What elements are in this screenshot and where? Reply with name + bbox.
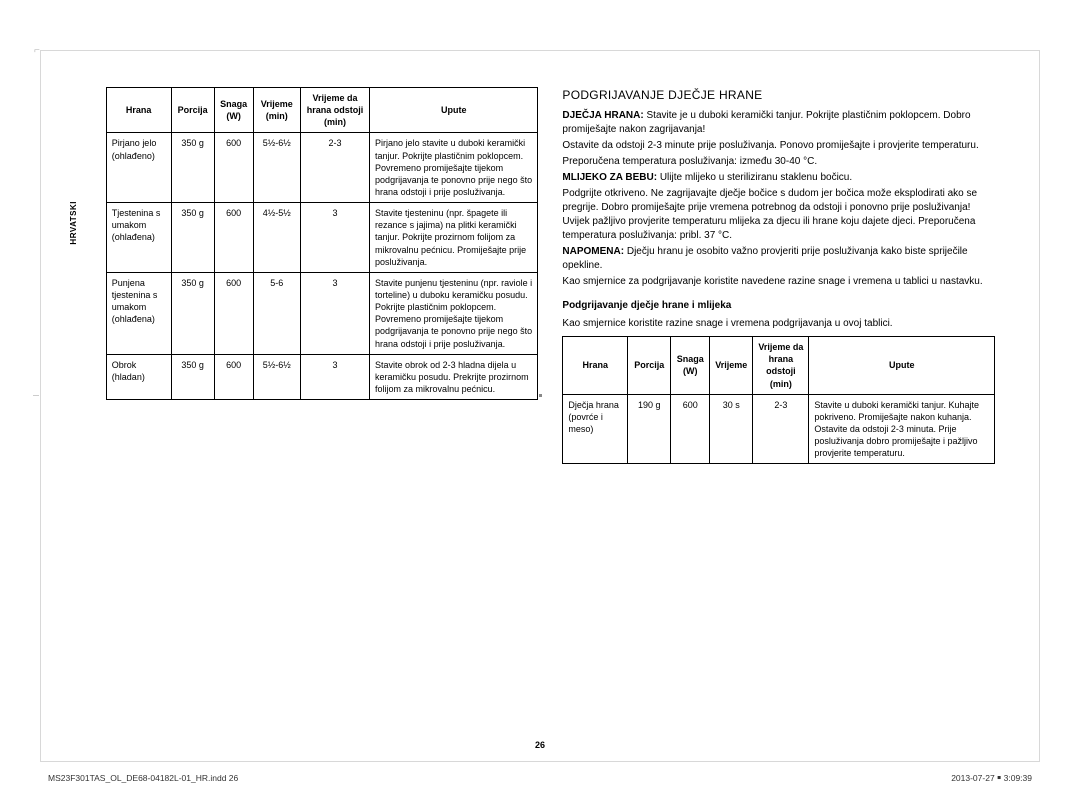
cell-vrijeme: 30 s: [710, 394, 753, 464]
paragraph: Ostavite da odstoji 2-3 minute prije pos…: [562, 139, 995, 153]
cell-upute: Stavite punjenu tjesteninu (npr. raviole…: [370, 272, 538, 354]
paragraph: MLIJEKO ZA BEBU: Ulijte mlijeko u steril…: [562, 171, 995, 185]
cell-odstoji: 2-3: [301, 133, 370, 203]
table-row: Obrok (hladan)350 g6005½-6½3Stavite obro…: [106, 354, 538, 399]
content-columns: HRVATSKI Hrana Porcija Snaga (W) Vrijeme…: [41, 51, 1039, 729]
paragraph-text: Kao smjernice za podgrijavanje koristite…: [562, 276, 982, 287]
paragraph-text: Dječju hranu je osobito važno provjeriti…: [562, 246, 967, 271]
table-row: Dječja hrana (povrće i meso)190 g60030 s…: [563, 394, 995, 464]
language-tab: HRVATSKI: [67, 197, 82, 249]
col-vrijeme: Vrijeme (min): [253, 88, 300, 133]
paragraph-lead: DJEČJA HRANA:: [562, 110, 643, 121]
cell-snaga: 600: [214, 272, 253, 354]
table-header-row: Hrana Porcija Snaga (W) Vrijeme (min) Vr…: [106, 88, 538, 133]
right-column: PODGRIJAVANJE DJEČJE HRANE DJEČJA HRANA:…: [562, 87, 995, 729]
table-row: Pirjano jelo (ohlađeno)350 g6005½-6½2-3P…: [106, 133, 538, 203]
section-heading: PODGRIJAVANJE DJEČJE HRANE: [562, 87, 995, 103]
col-hrana: Hrana: [106, 88, 171, 133]
cell-hrana: Pirjano jelo (ohlađeno): [106, 133, 171, 203]
paragraph-text: Preporučena temperatura posluživanja: iz…: [562, 156, 817, 167]
paragraph: NAPOMENA: Dječju hranu je osobito važno …: [562, 245, 995, 273]
footer-file: MS23F301TAS_OL_DE68-04182L-01_HR.indd 26: [48, 773, 238, 784]
trim-mark: [33, 395, 39, 396]
paragraph-text: Ulijte mlijeko u steriliziranu staklenu …: [657, 172, 852, 183]
paragraph-lead: NAPOMENA:: [562, 246, 624, 257]
cell-upute: Stavite u duboki keramički tanjur. Kuhaj…: [809, 394, 995, 464]
cell-porcija: 350 g: [171, 203, 214, 273]
cell-hrana: Punjena tjestenina s umakom (ohlađena): [106, 272, 171, 354]
cell-odstoji: 3: [301, 272, 370, 354]
crop-mark: ⌐: [34, 44, 40, 58]
paragraph: DJEČJA HRANA: Stavite je u duboki kerami…: [562, 109, 995, 137]
cell-hrana: Dječja hrana (povrće i meso): [563, 394, 628, 464]
reheating-table: Hrana Porcija Snaga (W) Vrijeme (min) Vr…: [106, 87, 539, 400]
table-header-row: Hrana Porcija Snaga (W) Vrijeme Vrijeme …: [563, 337, 995, 395]
paragraph: Podgrijte otkriveno. Ne zagrijavajte dje…: [562, 187, 995, 243]
cell-porcija: 350 g: [171, 133, 214, 203]
col-porcija: Porcija: [171, 88, 214, 133]
cell-hrana: Obrok (hladan): [106, 354, 171, 399]
subsection-intro: Kao smjernice koristite razine snage i v…: [562, 317, 995, 331]
cell-snaga: 600: [214, 354, 253, 399]
cell-snaga: 600: [214, 133, 253, 203]
col-porcija: Porcija: [628, 337, 671, 395]
paragraph-text: Ostavite da odstoji 2-3 minute prije pos…: [562, 140, 978, 151]
cell-vrijeme: 5-6: [253, 272, 300, 354]
cell-upute: Stavite tjesteninu (npr. špagete ili rez…: [370, 203, 538, 273]
paragraph-text: Podgrijte otkriveno. Ne zagrijavajte dje…: [562, 188, 977, 241]
cell-vrijeme: 5½-6½: [253, 133, 300, 203]
col-odstoji: Vrijeme da hrana odstoji (min): [753, 337, 809, 395]
paragraph: Preporučena temperatura posluživanja: iz…: [562, 155, 995, 169]
baby-food-table: Hrana Porcija Snaga (W) Vrijeme Vrijeme …: [562, 336, 995, 464]
col-upute: Upute: [809, 337, 995, 395]
paragraph-lead: MLIJEKO ZA BEBU:: [562, 172, 657, 183]
col-snaga: Snaga (W): [671, 337, 710, 395]
cell-odstoji: 3: [301, 203, 370, 273]
col-snaga: Snaga (W): [214, 88, 253, 133]
cell-odstoji: 2-3: [753, 394, 809, 464]
cell-porcija: 350 g: [171, 354, 214, 399]
page-number: 26: [41, 729, 1039, 761]
cell-porcija: 190 g: [628, 394, 671, 464]
cell-odstoji: 3: [301, 354, 370, 399]
cell-vrijeme: 4½-5½: [253, 203, 300, 273]
col-vrijeme: Vrijeme: [710, 337, 753, 395]
cell-upute: Pirjano jelo stavite u duboki keramički …: [370, 133, 538, 203]
cell-vrijeme: 5½-6½: [253, 354, 300, 399]
footer-timestamp: 2013-07-27 ￭ 3:09:39: [951, 773, 1032, 784]
cell-snaga: 600: [671, 394, 710, 464]
cell-porcija: 350 g: [171, 272, 214, 354]
paragraph: Kao smjernice za podgrijavanje koristite…: [562, 275, 995, 289]
cell-hrana: Tjestenina s umakom (ohlađena): [106, 203, 171, 273]
print-footer: MS23F301TAS_OL_DE68-04182L-01_HR.indd 26…: [48, 773, 1032, 784]
subsection-heading: Podgrijavanje dječje hrane i mlijeka: [562, 299, 995, 313]
table-row: Tjestenina s umakom (ohlađena)350 g6004½…: [106, 203, 538, 273]
col-upute: Upute: [370, 88, 538, 133]
left-column: Hrana Porcija Snaga (W) Vrijeme (min) Vr…: [106, 87, 539, 729]
cell-snaga: 600: [214, 203, 253, 273]
page-frame: HRVATSKI Hrana Porcija Snaga (W) Vrijeme…: [40, 50, 1040, 762]
col-odstoji: Vrijeme da hrana odstoji (min): [301, 88, 370, 133]
body-text: DJEČJA HRANA: Stavite je u duboki kerami…: [562, 109, 995, 289]
cell-upute: Stavite obrok od 2-3 hladna dijela u ker…: [370, 354, 538, 399]
table-row: Punjena tjestenina s umakom (ohlađena)35…: [106, 272, 538, 354]
col-hrana: Hrana: [563, 337, 628, 395]
